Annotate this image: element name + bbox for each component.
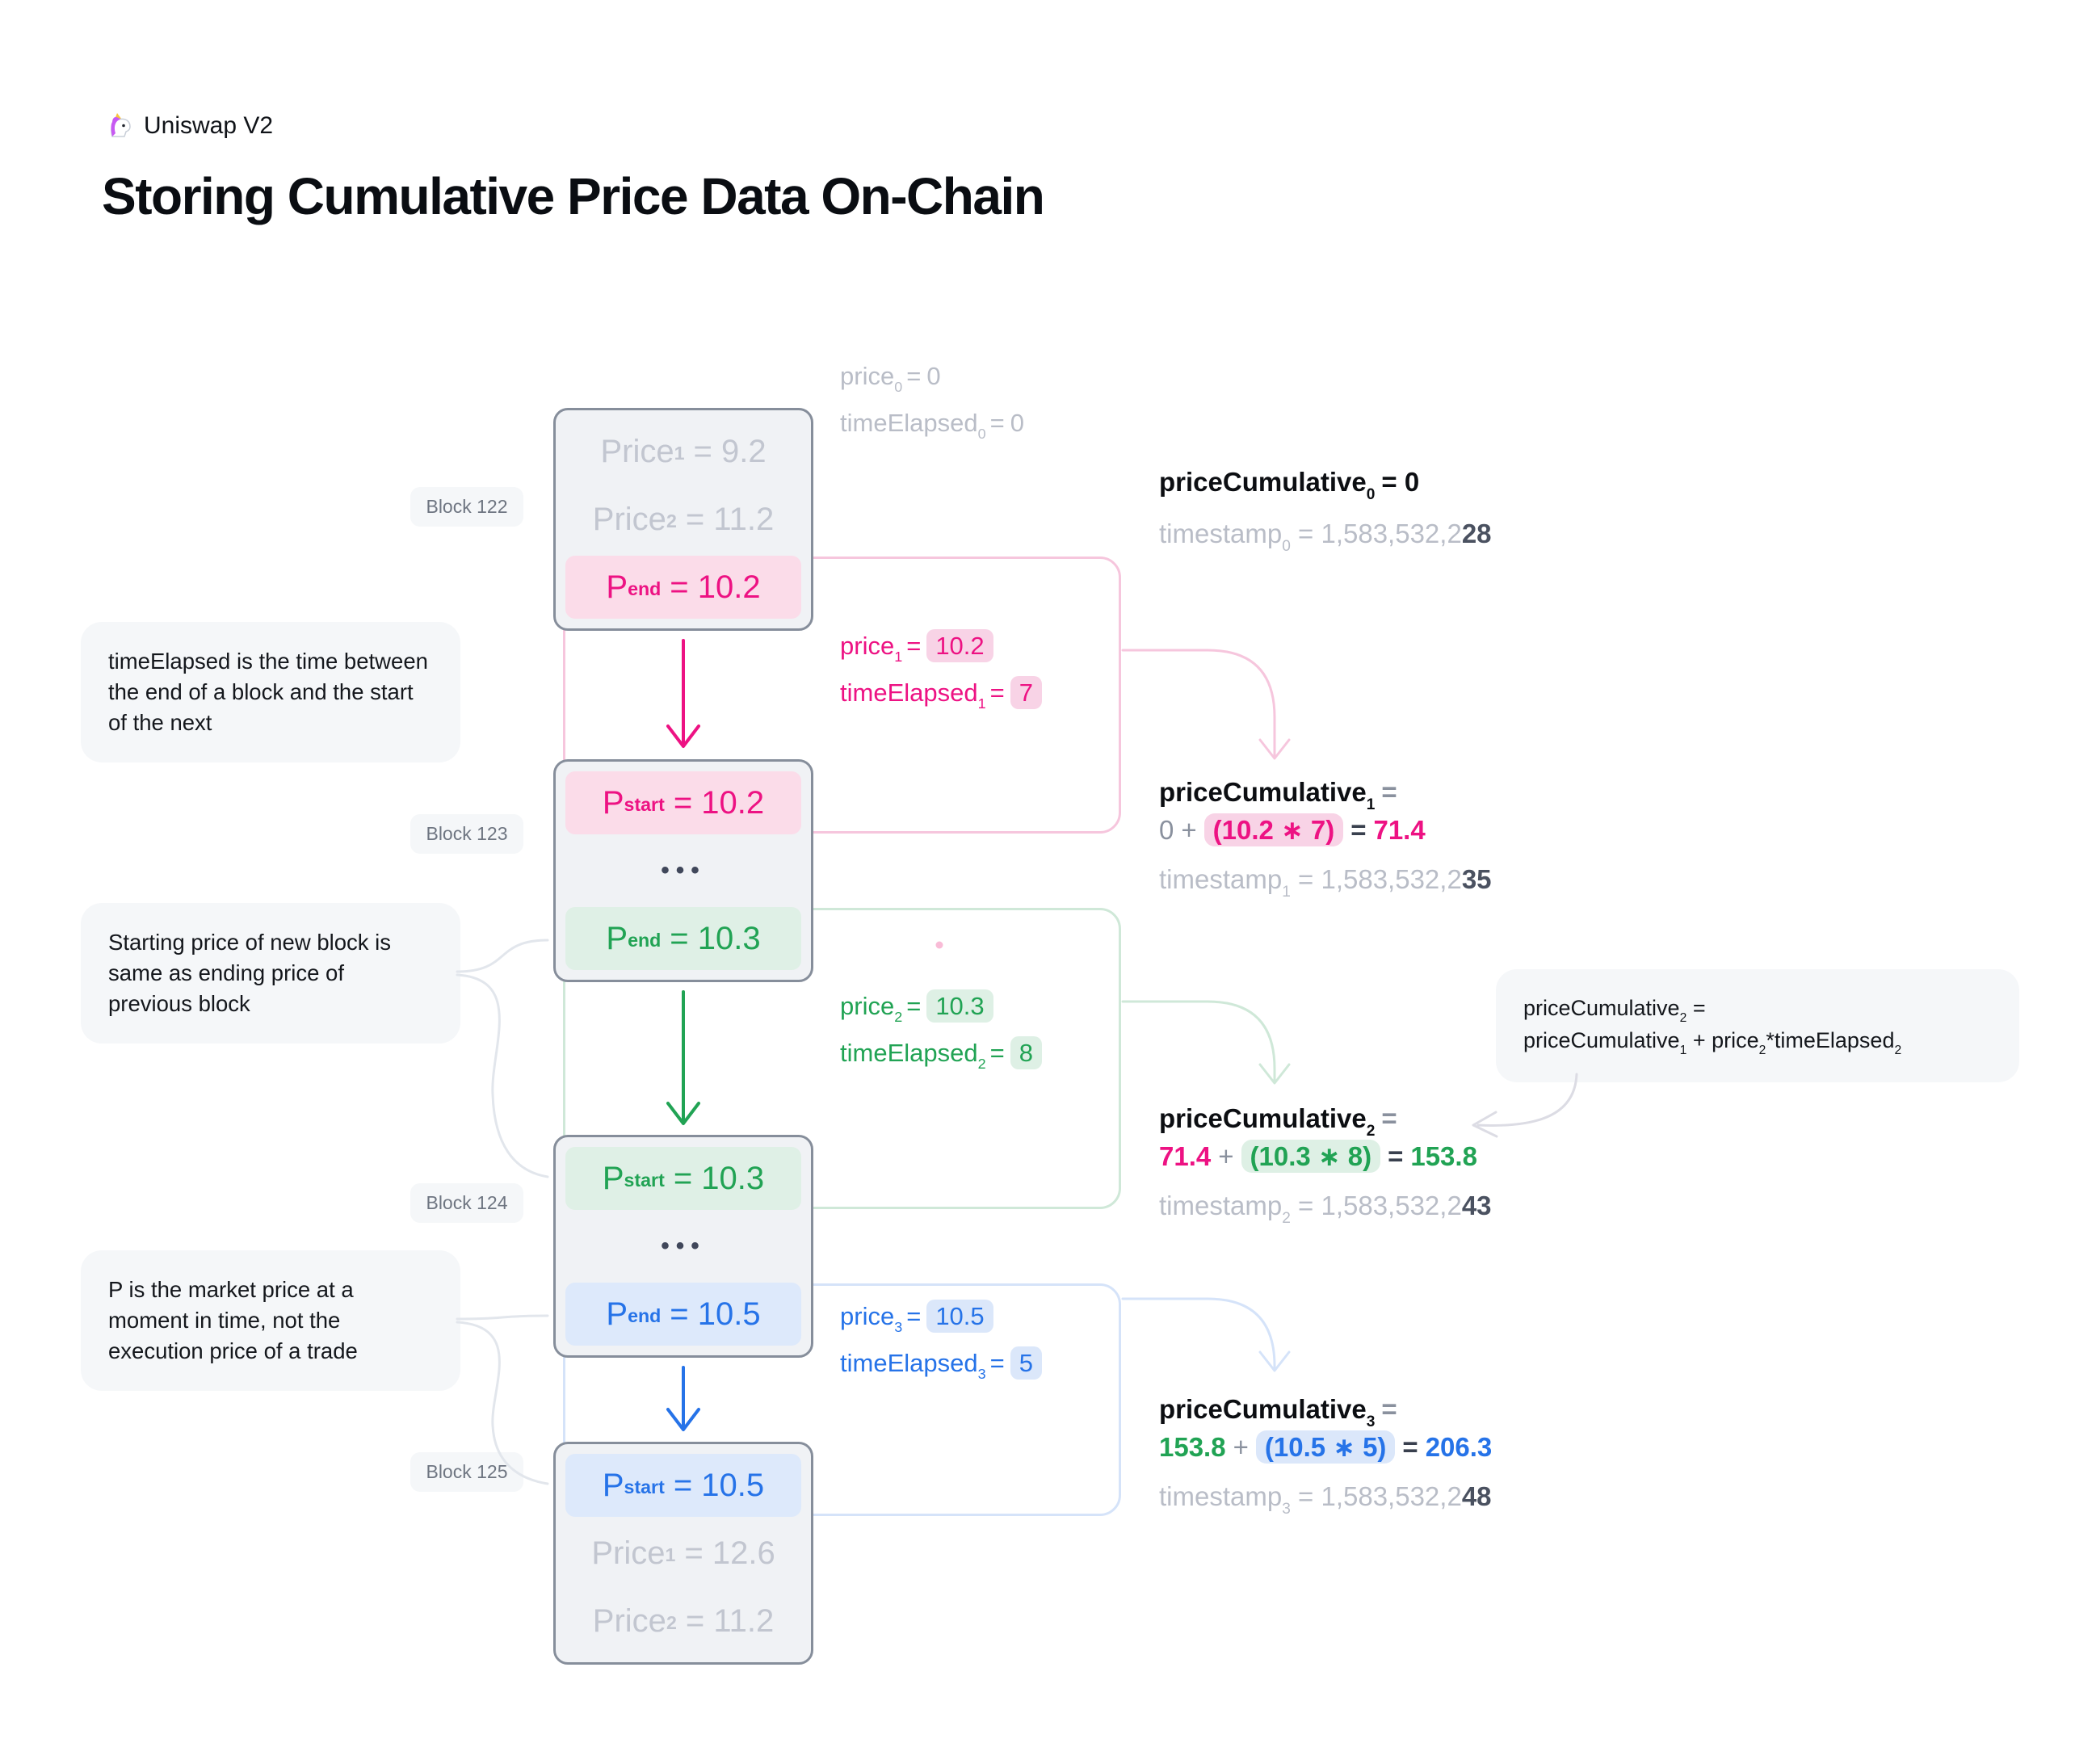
note-time-elapsed: timeElapsed is the time between the end … xyxy=(81,622,460,762)
subscript: 1 xyxy=(674,443,685,464)
timestamp-0: timestamp0 = 1,583,532,228 xyxy=(1159,519,1492,555)
note-text: Starting price of new block is same as e… xyxy=(108,930,392,1016)
subscript: 2 xyxy=(666,510,677,532)
subscript: 2 xyxy=(1366,1122,1376,1140)
subscript: 0 xyxy=(894,379,903,396)
subscript: end xyxy=(628,930,662,951)
note-market-price: P is the market price at a moment in tim… xyxy=(81,1250,460,1391)
subscript: 2 xyxy=(1282,1209,1291,1227)
subscript: 1 xyxy=(665,1544,676,1566)
price-cumulative-0: priceCumulative0 = 0 xyxy=(1159,467,1420,503)
subscript: 1 xyxy=(977,695,986,712)
note-starting-price: Starting price of new block is same as e… xyxy=(81,903,460,1044)
subscript: end xyxy=(628,578,662,600)
page-title: Storing Cumulative Price Data On-Chain xyxy=(102,167,1045,225)
note-text: timeElapsed is the time between the end … xyxy=(108,649,428,735)
price2-row: Price 2 = 11.2 xyxy=(592,1602,775,1639)
subscript: 0 xyxy=(1282,537,1291,555)
subscript: 1 xyxy=(1679,1044,1687,1058)
price2-label: price2 = 10.3 xyxy=(840,989,993,1026)
price-cumulative-1: priceCumulative1 = xyxy=(1159,777,1397,813)
price-cumulative-2-calc: 71.4 + (10.3 ∗ 8) = 153.8 xyxy=(1159,1140,1477,1173)
unicorn-icon xyxy=(111,113,131,137)
timestamp-2: timestamp2 = 1,583,532,243 xyxy=(1159,1191,1492,1227)
time-elapsed0-label: timeElapsed0 = 0 xyxy=(840,409,1024,443)
blue-flow-frame xyxy=(563,1283,1121,1516)
formula-line-2: priceCumulative1 + price2*timeElapsed2 xyxy=(1523,1027,1902,1058)
block-label-125: Block 125 xyxy=(410,1452,523,1492)
price1-row: Price 1 = 12.6 xyxy=(591,1535,775,1571)
subscript: end xyxy=(628,1305,662,1327)
subscript: 2 xyxy=(1679,1011,1687,1026)
subscript: 2 xyxy=(1894,1044,1902,1058)
subscript: 1 xyxy=(1366,796,1376,813)
subscript: 3 xyxy=(894,1319,903,1336)
brace-starting-price-icon xyxy=(456,939,549,1178)
price2-row: Price 2 = 11.2 xyxy=(592,501,775,537)
subscript: 3 xyxy=(1366,1413,1376,1430)
note-text: P is the market price at a moment in tim… xyxy=(108,1277,358,1363)
time-elapsed1-label: timeElapsed1 = 7 xyxy=(840,676,1042,712)
price-cumulative-3: priceCumulative3 = xyxy=(1159,1394,1397,1430)
timestamp-1: timestamp1 = 1,583,532,235 xyxy=(1159,864,1492,901)
price0-label: price0 = 0 xyxy=(840,362,941,396)
subscript: 1 xyxy=(1282,883,1291,901)
timestamp-3: timestamp3 = 1,583,532,248 xyxy=(1159,1481,1492,1518)
price1-label: price1 = 10.2 xyxy=(840,629,993,666)
app-header: Uniswap V2 xyxy=(105,111,273,141)
time-elapsed3-label: timeElapsed3 = 5 xyxy=(840,1346,1042,1383)
subscript: start xyxy=(624,1170,665,1191)
green-flow-frame xyxy=(563,908,1121,1209)
price3-label: price3 = 10.5 xyxy=(840,1300,993,1336)
subscript: 0 xyxy=(977,426,986,443)
price1-row: Price 1 = 9.2 xyxy=(600,433,767,469)
ellipsis-row: ••• xyxy=(661,1233,706,1259)
app-name: Uniswap V2 xyxy=(144,112,274,139)
note-cumulative-formula: priceCumulative2 = priceCumulative1 + pr… xyxy=(1496,969,2019,1082)
blue-flow-arrow-icon xyxy=(1121,1297,1291,1372)
subscript: 3 xyxy=(1282,1500,1291,1518)
pink-flow-arrow-icon xyxy=(1121,649,1291,760)
subscript: 3 xyxy=(977,1366,986,1383)
formula-arrow-icon xyxy=(1472,1073,1578,1138)
subscript: 2 xyxy=(977,1056,986,1073)
subscript: 2 xyxy=(1758,1044,1766,1058)
subscript: start xyxy=(624,1476,665,1498)
time-elapsed2-label: timeElapsed2 = 8 xyxy=(840,1036,1042,1073)
block-label-122: Block 122 xyxy=(410,487,523,527)
price-cumulative-1-calc: 0 + (10.2 ∗ 7) = 71.4 xyxy=(1159,813,1426,846)
price-cumulative-2: priceCumulative2 = xyxy=(1159,1103,1397,1140)
green-flow-arrow-icon xyxy=(1121,1000,1291,1085)
block-label-124: Block 124 xyxy=(410,1183,523,1223)
subscript: 0 xyxy=(1366,485,1376,503)
formula-line-1: priceCumulative2 = xyxy=(1523,996,1706,1026)
block-label-123: Block 123 xyxy=(410,814,523,854)
pink-flow-frame xyxy=(563,556,1121,834)
subscript: 2 xyxy=(894,1009,903,1026)
subscript: 1 xyxy=(894,649,903,666)
subscript: 2 xyxy=(666,1612,677,1634)
ellipsis-row: ••• xyxy=(661,857,706,884)
price-cumulative-3-calc: 153.8 + (10.5 ∗ 5) = 206.3 xyxy=(1159,1430,1493,1464)
subscript: start xyxy=(624,794,665,816)
